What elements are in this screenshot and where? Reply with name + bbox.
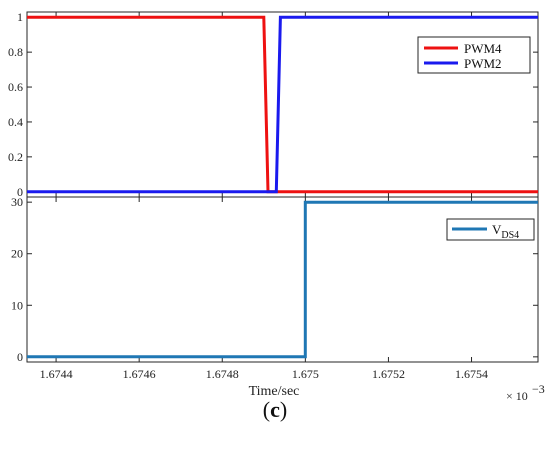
legend-box bbox=[417, 36, 531, 74]
y-tick-label: 20 bbox=[11, 247, 23, 261]
y-tick-label: 10 bbox=[11, 298, 23, 312]
x-tick-label: 1.6748 bbox=[206, 367, 239, 381]
series-line-pwm2 bbox=[27, 15, 538, 194]
x-tick-label: 1.6744 bbox=[40, 367, 73, 381]
figure-caption: (c) bbox=[0, 397, 550, 423]
plot-frame bbox=[26, 196, 539, 363]
y-tick-label: 0 bbox=[17, 185, 23, 199]
y-tick-label: 0.6 bbox=[8, 80, 23, 94]
legend-label: VDS4 bbox=[492, 222, 519, 241]
series-line-pwm4 bbox=[27, 15, 538, 194]
series-line-v bbox=[27, 200, 538, 359]
legend-label: PWM2 bbox=[464, 56, 502, 71]
caption-letter: c bbox=[270, 397, 280, 422]
y-tick-label: 0.2 bbox=[8, 150, 23, 164]
x-axis-label: Time/sec bbox=[249, 384, 300, 399]
x-tick-label: 1.675 bbox=[292, 367, 319, 381]
legend-box bbox=[446, 218, 535, 241]
y-tick-label: 1 bbox=[17, 10, 23, 24]
legend-label-main: V bbox=[492, 222, 502, 237]
x-exponent-label: × 10 bbox=[506, 389, 528, 403]
x-tick-label: 1.6752 bbox=[372, 367, 405, 381]
legend-label-subscript: DS4 bbox=[501, 230, 519, 241]
x-tick-label: 1.6754 bbox=[455, 367, 488, 381]
y-tick-label: 0.8 bbox=[8, 45, 23, 59]
y-tick-label: 30 bbox=[11, 195, 23, 209]
y-tick-label: 0.4 bbox=[8, 115, 23, 129]
caption-close-paren: ) bbox=[279, 397, 288, 422]
x-tick-label: 1.6746 bbox=[123, 367, 156, 381]
vds-panel: 0 10 20 30 1.6744 1.6746 1.6748 1.675 1.6752 1.67… bbox=[11, 195, 545, 403]
x-exponent-power: −3 bbox=[532, 382, 545, 396]
legend-label: PWM4 bbox=[464, 41, 502, 56]
y-tick-label: 0 bbox=[17, 350, 23, 364]
caption-open-paren: ( bbox=[262, 397, 271, 422]
